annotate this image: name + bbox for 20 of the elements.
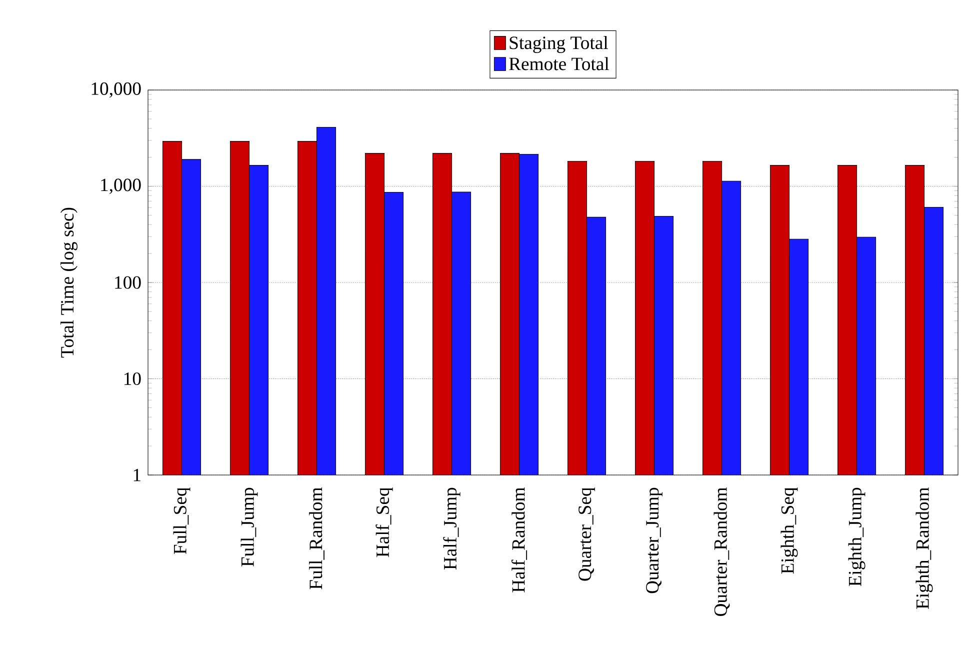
y-axis-title: Total Time (log sec) — [60, 208, 78, 358]
x-tick-label: Full_Jump — [240, 488, 258, 566]
y-tick-label: 1 — [134, 468, 140, 482]
x-tick-label: Half_Seq — [376, 488, 393, 558]
y-tick-label: 1,000 — [101, 178, 141, 194]
legend-label: Remote Total — [509, 57, 610, 70]
x-tick-label: Quarter_Seq — [578, 488, 595, 581]
x-tick-label: Full_Random — [309, 487, 324, 590]
y-tick-label: 100 — [115, 276, 141, 289]
x-tick-label: Quarter_Random — [714, 487, 730, 616]
x-tick-label: Quarter_Jump — [646, 488, 662, 594]
x-tick-label: Full_Seq — [173, 488, 190, 554]
x-tick-label: Half_Jump — [443, 488, 460, 570]
x-tick-label: Eighth_Random — [916, 487, 933, 609]
x-tick-label: Half_Random — [511, 487, 528, 592]
x-tick-label: Eighth_Seq — [780, 487, 798, 574]
y-tick-label: 10 — [124, 372, 141, 386]
y-tick-label: 10,000 — [92, 82, 141, 98]
x-tick-label: Eighth_Jump — [848, 488, 866, 586]
legend-label: Staging Total — [510, 36, 608, 54]
